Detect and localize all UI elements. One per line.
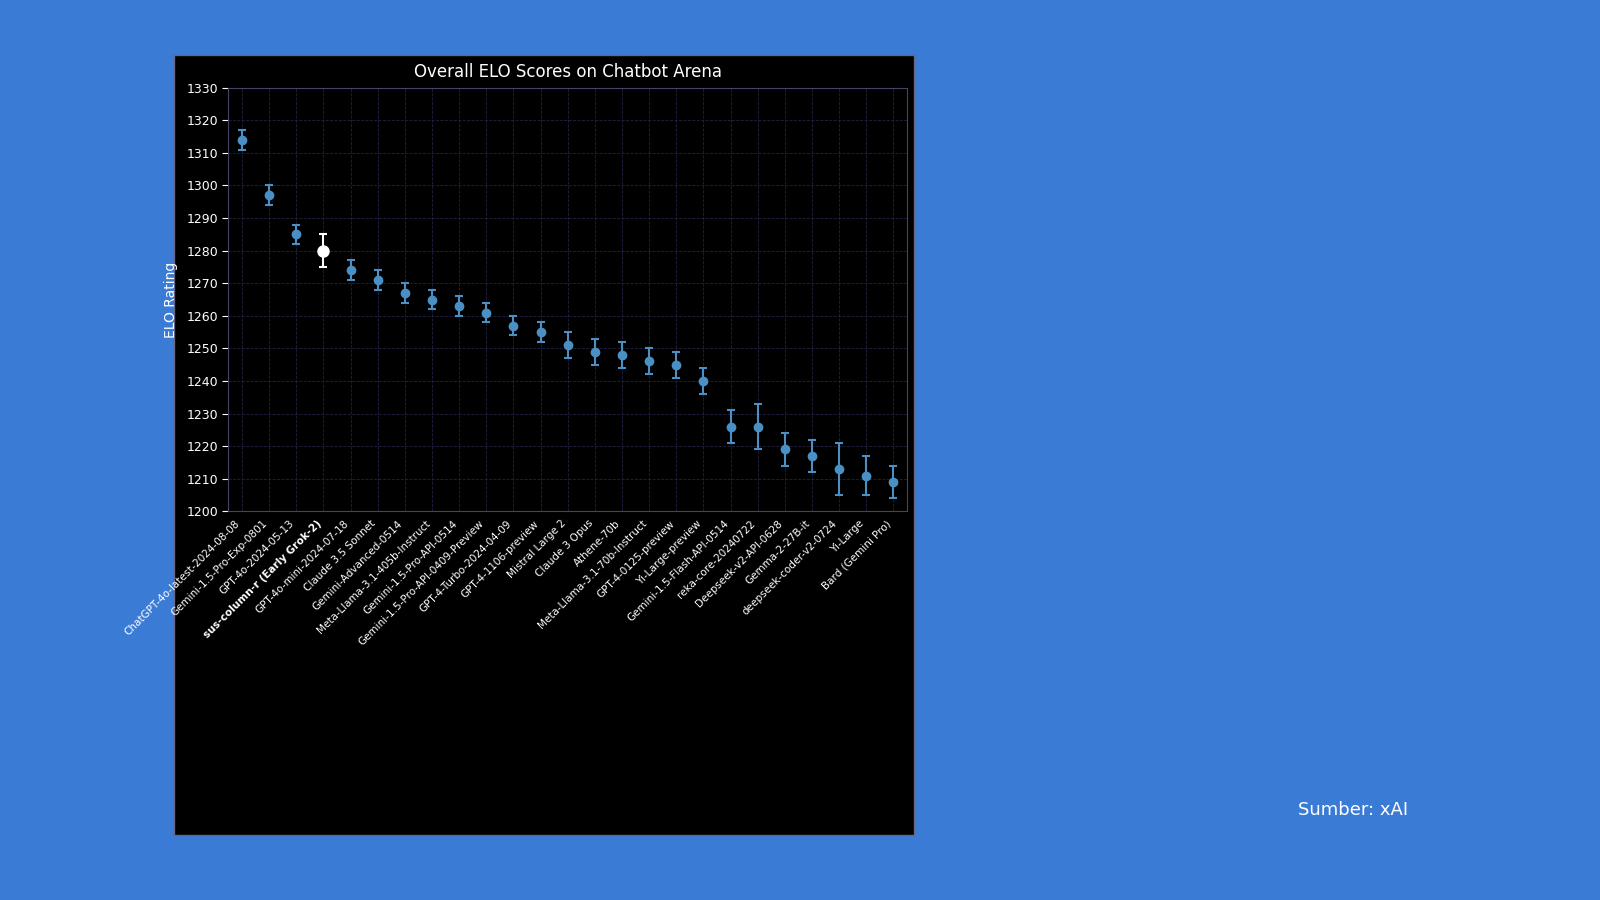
- Text: Gemini-1.5-Flash-API-0514: Gemini-1.5-Flash-API-0514: [626, 518, 731, 624]
- Text: Deepseek-v2-API-0628: Deepseek-v2-API-0628: [694, 518, 786, 608]
- Text: GPT-4-1106-preview: GPT-4-1106-preview: [459, 518, 541, 599]
- Text: GPT-4-Turbo-2024-04-09: GPT-4-Turbo-2024-04-09: [418, 518, 514, 614]
- Text: Athene-70b: Athene-70b: [573, 518, 622, 568]
- Title: Overall ELO Scores on Chatbot Arena: Overall ELO Scores on Chatbot Arena: [414, 63, 722, 81]
- Text: GPT-4o-mini-2024-07-18: GPT-4o-mini-2024-07-18: [253, 518, 350, 616]
- Y-axis label: ELO Rating: ELO Rating: [163, 261, 178, 338]
- Text: GPT-4-0125-preview: GPT-4-0125-preview: [595, 518, 677, 599]
- Text: sus-column-r (Early Grok-2): sus-column-r (Early Grok-2): [202, 518, 323, 640]
- Text: Gemini-1.5-Pro-Exp-0801: Gemini-1.5-Pro-Exp-0801: [170, 518, 269, 618]
- Text: reka-core-20240722: reka-core-20240722: [675, 518, 758, 600]
- Text: Gemma-2-27B-it: Gemma-2-27B-it: [744, 518, 811, 587]
- Text: Gemini-1.5-Pro-API-0514: Gemini-1.5-Pro-API-0514: [362, 518, 459, 617]
- Text: Mistral Large 2: Mistral Large 2: [506, 518, 568, 580]
- Text: deepseek-coder-v2-0724: deepseek-coder-v2-0724: [741, 518, 838, 617]
- Text: ChatGPT-4o-latest-2024-08-08: ChatGPT-4o-latest-2024-08-08: [123, 518, 242, 637]
- Text: Claude 3 Opus: Claude 3 Opus: [534, 518, 595, 580]
- Text: Gemini-Advanced-0514: Gemini-Advanced-0514: [310, 518, 405, 612]
- Text: Sumber: xAI: Sumber: xAI: [1298, 801, 1408, 819]
- Text: Yi-Large-preview: Yi-Large-preview: [635, 518, 704, 587]
- Text: GPT-4o-2024-05-13: GPT-4o-2024-05-13: [218, 518, 296, 597]
- Text: Yi-Large: Yi-Large: [829, 518, 866, 555]
- Text: Gemini-1.5-Pro-API-0409-Preview: Gemini-1.5-Pro-API-0409-Preview: [357, 518, 486, 647]
- Text: Claude 3.5 Sonnet: Claude 3.5 Sonnet: [302, 518, 378, 593]
- Text: Meta-Llama-3.1-70b-Instruct: Meta-Llama-3.1-70b-Instruct: [536, 518, 650, 631]
- Text: Bard (Gemini Pro): Bard (Gemini Pro): [821, 518, 893, 591]
- Text: Meta-Llama-3.1-405b-Instruct: Meta-Llama-3.1-405b-Instruct: [315, 518, 432, 635]
